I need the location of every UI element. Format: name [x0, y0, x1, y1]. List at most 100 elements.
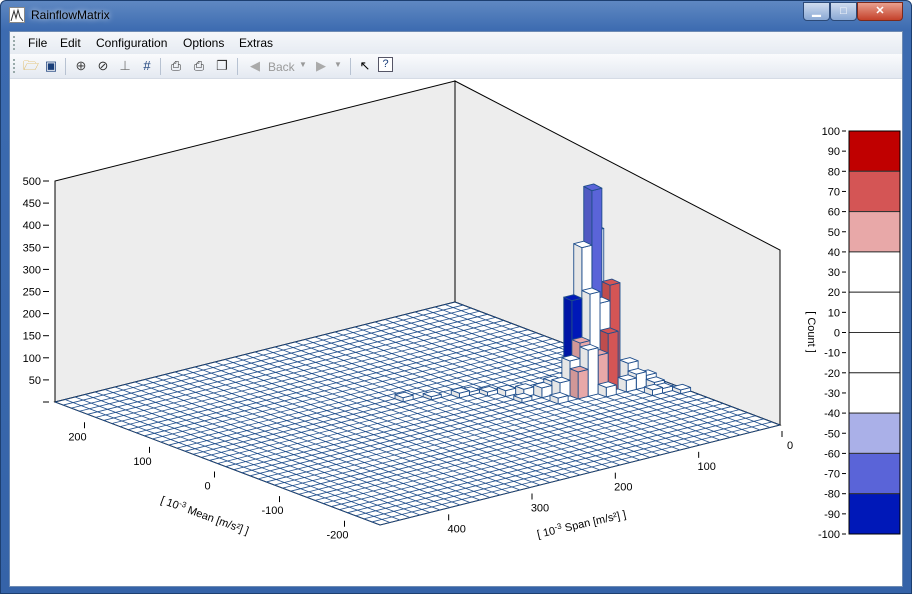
mean-tick-label: -200 [326, 530, 348, 542]
bar [617, 374, 637, 393]
title-bar[interactable]: RainflowMatrix ▁ □ ✕ [1, 1, 911, 31]
maximize-icon: □ [840, 5, 847, 17]
bar [533, 381, 553, 399]
close-button[interactable]: ✕ [857, 2, 903, 21]
maximize-button[interactable]: □ [830, 2, 857, 21]
menu-file[interactable]: File [28, 36, 48, 50]
mean-tick-label: 100 [133, 456, 151, 468]
menu-grip[interactable] [13, 36, 15, 50]
mean-tick-label: -100 [261, 505, 283, 517]
toolbar-separator [160, 58, 161, 75]
bar-top-face [497, 384, 517, 392]
legend-tick-label: 0 [834, 328, 840, 340]
menu-bar: File Edit Configuration Options Extras [10, 32, 902, 54]
bar-top-face [549, 392, 569, 399]
bar-top-face [619, 357, 639, 364]
grid-line [298, 393, 699, 495]
bar-top-face [563, 294, 583, 302]
toolbar-grip[interactable] [13, 59, 15, 73]
legend-tick-label: 40 [828, 247, 840, 259]
mean-tick-label: 200 [68, 431, 86, 443]
z-tick-label: 250 [23, 287, 41, 299]
bar [549, 392, 569, 405]
bar [643, 383, 663, 397]
grid-line [379, 424, 781, 526]
back-dropdown-icon[interactable]: ▼ [299, 60, 307, 69]
axis-icon[interactable]: ⊥ [119, 58, 131, 73]
bar [597, 381, 617, 398]
print-icon[interactable]: ⎙ [193, 58, 205, 73]
back-button-label[interactable]: Back [268, 60, 295, 74]
forward-dropdown-icon[interactable]: ▼ [334, 60, 342, 69]
bar [672, 383, 692, 395]
bar-top-face [643, 383, 663, 391]
legend-tick-label: 80 [828, 166, 840, 178]
grid-line [128, 329, 529, 431]
span-tick-label: 200 [614, 482, 632, 494]
zoom-reset-icon[interactable]: ⊘ [97, 58, 109, 73]
bar-side-face [569, 368, 579, 400]
legend-band [848, 251, 901, 293]
grid-line [193, 353, 594, 455]
bar [478, 385, 498, 397]
help-icon[interactable]: ? [378, 57, 393, 72]
grid-line [347, 412, 748, 514]
grid-line [201, 356, 602, 458]
minimize-button[interactable]: ▁ [803, 2, 830, 21]
legend-tick-label: 50 [828, 227, 840, 239]
legend-tick-label: -60 [824, 448, 840, 460]
bar-top-face [394, 391, 414, 399]
bar-top-face [583, 183, 603, 192]
grid-line [160, 341, 561, 443]
span-tick-label: 300 [531, 503, 549, 515]
color-legend: 1009080706050403020100-10-20-30-40-50-60… [805, 126, 901, 541]
legend-title: [ Count ] [805, 311, 817, 353]
grid-line [144, 335, 545, 437]
menu-extras[interactable]: Extras [239, 36, 274, 50]
bar-top-face [561, 354, 581, 362]
legend-band [848, 332, 901, 374]
grid-line [54, 301, 456, 403]
legend-tick-label: 60 [828, 207, 840, 219]
pointer-icon[interactable]: ↖ [359, 58, 371, 73]
forward-icon[interactable]: ▶ [316, 58, 326, 73]
legend-tick-label: 20 [828, 287, 840, 299]
grid-line [355, 415, 756, 517]
legend-tick-label: 30 [828, 267, 840, 279]
bar-top-face [581, 287, 601, 295]
window-title: RainflowMatrix [31, 8, 110, 22]
grid-line [323, 403, 724, 504]
grid-line [71, 307, 472, 409]
save-icon[interactable]: ▣ [44, 58, 58, 73]
app-icon [9, 7, 25, 23]
menu-options[interactable]: Options [183, 36, 225, 50]
zoom-in-icon[interactable]: ⊕ [75, 58, 87, 73]
legend-band [848, 412, 901, 454]
legend-tick-label: -30 [824, 388, 840, 400]
open-folder-icon[interactable]: 🗁 [22, 58, 40, 73]
legend-band [848, 130, 901, 172]
legend-tick-label: -70 [824, 469, 840, 481]
z-tick-label: 350 [23, 242, 41, 254]
span-tick-label: 100 [697, 461, 715, 473]
print-preview-icon[interactable]: ⎙ [170, 58, 182, 73]
grid-line [331, 406, 732, 507]
bar-top-face [533, 381, 553, 389]
legend-tick-label: 90 [828, 146, 840, 158]
menu-edit[interactable]: Edit [60, 36, 81, 50]
back-icon[interactable]: ◀ [250, 58, 260, 73]
legend-tick-label: -20 [824, 368, 840, 380]
bar-top-face [513, 392, 533, 400]
z-tick-label: 100 [23, 353, 41, 365]
legend-tick-label: -100 [818, 529, 840, 541]
menu-configuration[interactable]: Configuration [96, 36, 168, 50]
bar-top-face [422, 390, 442, 398]
copy-icon[interactable]: ❐ [216, 58, 228, 73]
grid-line [266, 381, 667, 483]
bar-top-face [515, 383, 535, 390]
z-tick-label: 500 [23, 176, 41, 188]
legend-band [848, 452, 901, 495]
grid-line [119, 326, 521, 427]
minimize-icon: ▁ [812, 5, 821, 17]
grid-icon[interactable]: # [143, 58, 151, 73]
